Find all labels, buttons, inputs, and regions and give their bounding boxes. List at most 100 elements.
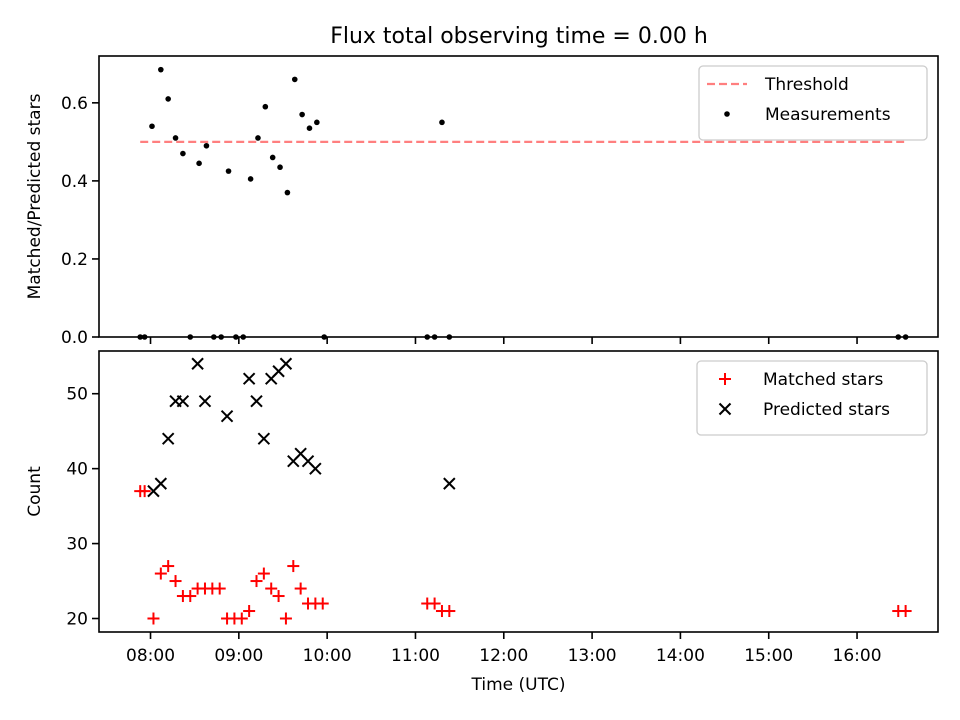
marker-stroke — [443, 477, 456, 490]
predicted-star-marker — [250, 394, 263, 408]
x-tick-label: 09:00 — [214, 646, 263, 666]
y-axis-label: Matched/Predicted stars — [25, 93, 45, 299]
legend-measurement-swatch — [724, 111, 730, 117]
measurement-point — [291, 76, 298, 83]
y-tick-label: 50 — [66, 385, 88, 405]
predicted-star-marker — [257, 432, 271, 445]
marker-stroke — [191, 357, 204, 370]
matched-star-marker — [257, 567, 270, 580]
measurement-point — [165, 96, 171, 102]
matched-star-marker — [154, 567, 167, 580]
marker-stroke — [161, 432, 175, 445]
x-tick-label: 08:00 — [126, 646, 175, 666]
y-tick-label: 40 — [66, 460, 88, 480]
chart-title: Flux total observing time = 0.00 h — [330, 24, 708, 49]
y-tick-label: 30 — [66, 535, 88, 555]
matched-star-marker — [243, 605, 256, 618]
legend-box — [696, 360, 928, 436]
measurement-point — [247, 176, 254, 182]
y-tick-label: 0.2 — [61, 250, 88, 270]
legend-label: Measurements — [765, 105, 891, 125]
measurement-point — [196, 160, 202, 167]
legend: Threshold Measurements — [698, 65, 928, 141]
predicted-star-marker — [191, 357, 204, 370]
legend-label: Predicted stars — [763, 400, 890, 420]
x-axis-label: Time (UTC) — [471, 675, 566, 695]
legend-label: Threshold — [764, 75, 849, 95]
marker-stroke — [154, 477, 168, 490]
legend: Matched stars Predicted stars — [696, 360, 928, 436]
measurement-point — [284, 189, 291, 196]
top-panel: 0.0 0.2 0.4 0.6 Matched/Predicted stars Thres… — [25, 55, 939, 348]
marker-stroke — [301, 454, 315, 468]
matched-star-marker — [138, 485, 151, 498]
y-tick-label: 20 — [66, 610, 88, 630]
x-tick-label: 15:00 — [744, 646, 793, 666]
measurement-point — [277, 164, 283, 171]
measurement-point — [203, 142, 210, 149]
marker-stroke — [242, 372, 256, 385]
marker-stroke — [250, 394, 263, 408]
marker-stroke — [198, 394, 212, 408]
measurement-point — [172, 135, 179, 141]
marker-stroke — [257, 432, 271, 445]
predicted-star-marker — [154, 477, 168, 490]
matched-star-marker — [279, 612, 292, 625]
matched-star-marker — [294, 582, 307, 595]
matched-star-marker — [162, 560, 175, 573]
legend-predicted-swatch — [718, 402, 732, 416]
matched-star-marker — [899, 605, 912, 618]
measurement-point — [149, 123, 155, 130]
measurement-point — [180, 150, 186, 157]
matched-star-marker — [287, 560, 300, 573]
x-tick-label: 16:00 — [833, 646, 882, 666]
x-tick-label: 14:00 — [656, 646, 705, 666]
matched-star-marker — [272, 590, 285, 603]
x-tick-label: 13:00 — [568, 646, 617, 666]
matched-star-marker — [147, 612, 160, 625]
legend-box — [698, 65, 928, 141]
predicted-star-marker — [176, 394, 190, 408]
legend-label: Matched stars — [763, 370, 883, 390]
marker-stroke — [309, 462, 322, 475]
bottom-panel: 08:00 09:00 10:00 11:00 12:00 13:00 14:00 15:00… — [25, 350, 939, 695]
matched-star-marker — [250, 575, 263, 588]
y-tick-label: 0.6 — [61, 94, 88, 114]
matched-star-marker — [443, 605, 456, 618]
measurement-point — [255, 135, 261, 141]
marker-stroke — [279, 357, 293, 370]
measurement-point — [306, 125, 313, 132]
y-axis-label: Count — [25, 466, 45, 517]
y-tick-label: 0.0 — [61, 328, 88, 348]
axes-frame — [98, 350, 939, 633]
x-tick-label: 10:00 — [303, 646, 352, 666]
matched-star-marker — [213, 582, 226, 595]
measurement-point — [262, 103, 269, 110]
axes-frame — [98, 55, 939, 338]
marker-stroke — [294, 447, 307, 460]
matched-star-marker — [184, 590, 197, 603]
x-tick-label: 12:00 — [479, 646, 528, 666]
predicted-star-marker — [242, 372, 256, 385]
predicted-star-marker — [443, 477, 456, 490]
legend-matched-swatch — [719, 373, 731, 385]
predicted-star-marker — [279, 357, 293, 370]
measurement-point — [439, 119, 445, 126]
x-tick-label: 11:00 — [391, 646, 440, 666]
marker-stroke — [718, 402, 732, 416]
predicted-star-marker — [309, 462, 322, 475]
predicted-star-marker — [220, 409, 234, 423]
measurement-point — [158, 66, 164, 73]
measurement-point — [314, 119, 320, 126]
matched-star-marker — [235, 612, 248, 625]
predicted-star-marker — [161, 432, 175, 445]
matched-star-marker — [428, 597, 441, 610]
y-tick-label: 0.4 — [61, 172, 88, 192]
marker-stroke — [176, 394, 190, 408]
measurement-point — [269, 154, 276, 161]
predicted-star-marker — [198, 394, 212, 408]
matched-star-marker — [265, 582, 278, 595]
matched-star-marker — [316, 597, 329, 610]
matched-star-marker — [169, 575, 182, 588]
